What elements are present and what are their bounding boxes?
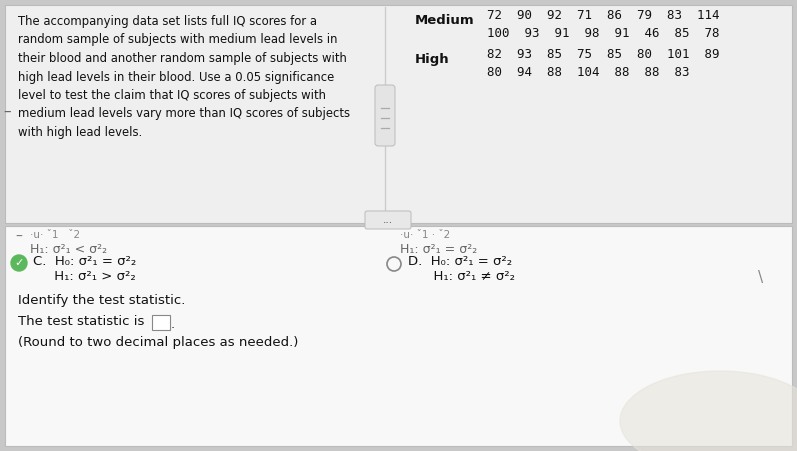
Circle shape xyxy=(11,255,27,271)
Text: 82  93  85  75  85  80  101  89: 82 93 85 75 85 80 101 89 xyxy=(487,48,720,61)
Text: high lead levels in their blood. Use a 0.05 significance: high lead levels in their blood. Use a 0… xyxy=(18,70,334,83)
Text: H₁: σ²₁ < σ²₂: H₁: σ²₁ < σ²₂ xyxy=(30,243,107,256)
Bar xyxy=(152,315,170,330)
Text: ...: ... xyxy=(383,215,393,225)
Text: –: – xyxy=(3,103,10,119)
Text: ·u· ˇ1 · ˇ2: ·u· ˇ1 · ˇ2 xyxy=(400,230,450,240)
Text: C.  H₀: σ²₁ = σ²₂: C. H₀: σ²₁ = σ²₂ xyxy=(33,255,136,268)
Text: The accompanying data set lists full IQ scores for a: The accompanying data set lists full IQ … xyxy=(18,15,317,28)
Text: Identify the test statistic.: Identify the test statistic. xyxy=(18,294,186,307)
Text: High: High xyxy=(415,53,450,66)
Bar xyxy=(5,5,792,223)
Text: .: . xyxy=(171,318,175,331)
Text: 80  94  88  104  88  88  83: 80 94 88 104 88 88 83 xyxy=(487,66,689,79)
Text: H₁: σ²₁ = σ²₂: H₁: σ²₁ = σ²₂ xyxy=(400,243,477,256)
Text: medium lead levels vary more than IQ scores of subjects: medium lead levels vary more than IQ sco… xyxy=(18,107,350,120)
Text: (Round to two decimal places as needed.): (Round to two decimal places as needed.) xyxy=(18,336,298,349)
Text: 72  90  92  71  86  79  83  114: 72 90 92 71 86 79 83 114 xyxy=(487,9,720,22)
Text: H₁: σ²₁ ≠ σ²₂: H₁: σ²₁ ≠ σ²₂ xyxy=(408,270,515,283)
Text: ✓: ✓ xyxy=(14,258,24,268)
Text: Medium: Medium xyxy=(415,14,475,27)
Text: their blood and another random sample of subjects with: their blood and another random sample of… xyxy=(18,52,347,65)
Text: D.  H₀: σ²₁ = σ²₂: D. H₀: σ²₁ = σ²₂ xyxy=(408,255,512,268)
Text: H₁: σ²₁ > σ²₂: H₁: σ²₁ > σ²₂ xyxy=(33,270,135,283)
Bar xyxy=(5,226,792,446)
FancyBboxPatch shape xyxy=(375,85,395,146)
Text: 100  93  91  98  91  46  85  78: 100 93 91 98 91 46 85 78 xyxy=(487,27,720,40)
FancyBboxPatch shape xyxy=(365,211,411,229)
Text: ·u· ˇ1   ˇ2: ·u· ˇ1 ˇ2 xyxy=(30,230,80,240)
Text: –: – xyxy=(15,230,22,244)
Text: with high lead levels.: with high lead levels. xyxy=(18,126,142,139)
Text: \: \ xyxy=(758,270,763,285)
Ellipse shape xyxy=(620,371,797,451)
Text: The test statistic is: The test statistic is xyxy=(18,315,144,328)
Text: random sample of subjects with medium lead levels in: random sample of subjects with medium le… xyxy=(18,33,337,46)
Text: level to test the claim that IQ scores of subjects with: level to test the claim that IQ scores o… xyxy=(18,89,326,102)
